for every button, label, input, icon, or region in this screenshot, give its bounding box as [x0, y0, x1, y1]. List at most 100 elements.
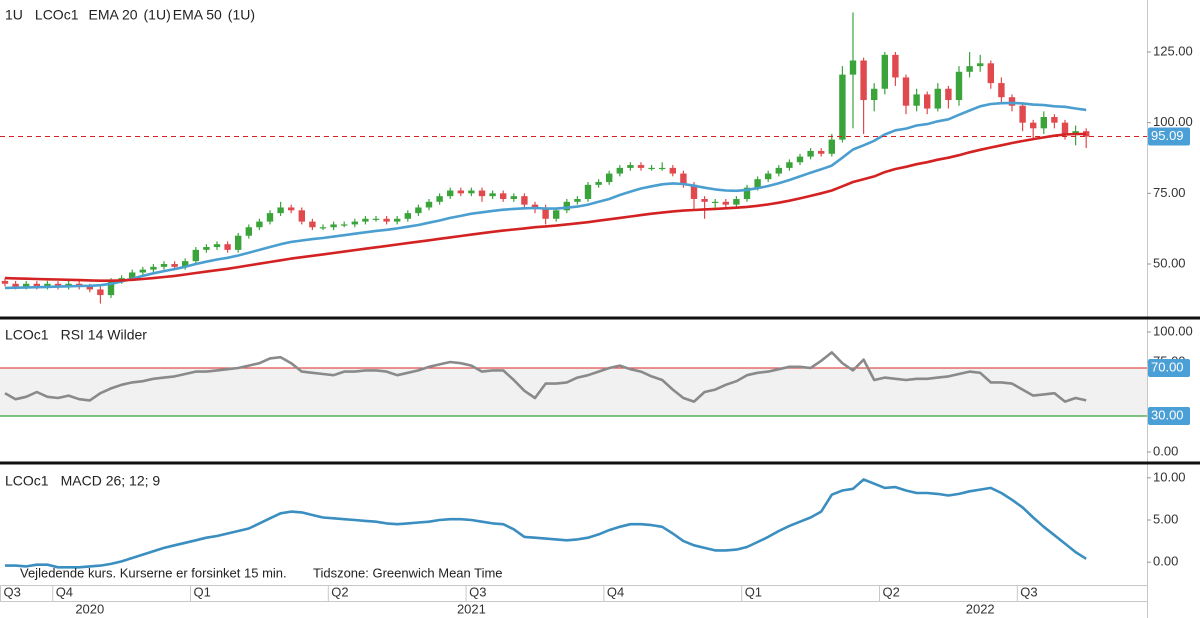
- candle-body: [330, 224, 337, 228]
- axis-background: [1147, 0, 1200, 585]
- candle-body: [1061, 122, 1069, 134]
- candle-body: [574, 198, 581, 202]
- panel-label: EMA 50: [173, 7, 222, 23]
- candle-body: [542, 207, 549, 219]
- x-tick-label: Q1: [745, 584, 762, 599]
- y-tick-label: 75.00: [1153, 185, 1186, 200]
- candle-body: [998, 83, 1005, 98]
- candle-body: [341, 224, 348, 226]
- candle-body: [627, 165, 634, 168]
- candle-body: [701, 198, 708, 202]
- candle-body: [86, 286, 93, 290]
- candle-body: [1, 280, 9, 284]
- panel-label: EMA 20: [88, 7, 137, 23]
- candle-body: [987, 63, 994, 84]
- candle-body: [1008, 97, 1016, 106]
- series-line: [4, 351, 1087, 403]
- candle-body: [182, 261, 189, 267]
- candle-body: [786, 162, 793, 168]
- candle-body: [913, 94, 920, 106]
- level-label: 30.00: [1151, 407, 1184, 422]
- candle-body: [860, 60, 867, 101]
- last-price-tag: [1148, 127, 1190, 146]
- level-tag: [1148, 359, 1190, 378]
- candle-body: [637, 165, 645, 168]
- candle-body: [924, 94, 931, 109]
- candle-body: [447, 190, 454, 197]
- x-tick-label: Q3: [1020, 584, 1037, 599]
- candle-body: [457, 190, 464, 194]
- candle-body: [659, 167, 666, 170]
- level-label: 70.00: [1151, 359, 1184, 374]
- candle-body: [722, 201, 729, 205]
- footnote: Vejledende kurs. Kurserne er forsinket 1…: [20, 565, 287, 580]
- candle-body: [712, 201, 719, 204]
- last-price-label: 95.09: [1151, 128, 1184, 143]
- candle-body: [192, 249, 199, 262]
- candle-body: [97, 289, 104, 296]
- x-tick-label: Q3: [469, 584, 486, 599]
- candle-body: [531, 204, 539, 208]
- level-tag: [1148, 407, 1190, 426]
- candle-body: [1072, 131, 1079, 134]
- panel-label: MACD 26; 12; 9: [61, 473, 161, 489]
- candle-body: [478, 190, 486, 197]
- candle-body: [828, 139, 835, 154]
- candle-body: [500, 193, 507, 199]
- candle-body: [245, 227, 252, 236]
- candle-body: [1040, 117, 1047, 129]
- candle-body: [256, 221, 263, 228]
- candle-body: [33, 283, 40, 287]
- x-tick-label: Q3: [4, 584, 21, 599]
- candle-body: [680, 173, 687, 185]
- candle-body: [606, 173, 613, 183]
- candle-body: [309, 221, 316, 228]
- candle-body: [203, 247, 210, 250]
- series-line: [4, 132, 1087, 282]
- candle-body: [54, 283, 62, 287]
- candle-body: [818, 150, 825, 154]
- panel-label: RSI 14 Wilder: [61, 327, 148, 343]
- candle-body: [266, 213, 274, 222]
- panel-label: (1U): [144, 7, 171, 23]
- candle-body: [319, 227, 327, 229]
- candle-body: [383, 218, 390, 222]
- year-label: 2021: [457, 601, 486, 616]
- candle-body: [213, 244, 221, 248]
- candle-body: [871, 88, 878, 101]
- candle-body: [553, 210, 560, 219]
- candle-body: [171, 263, 178, 267]
- candle-body: [765, 173, 772, 180]
- candle-body: [902, 77, 910, 106]
- footnote: Tidszone: Greenwich Mean Time: [313, 565, 503, 580]
- panel-label: LCOc1: [35, 7, 79, 23]
- series-line: [5, 478, 1087, 569]
- candle-body: [945, 88, 952, 101]
- panel-separator: [0, 316, 1200, 320]
- candle-body: [584, 184, 592, 199]
- candle-body: [351, 221, 358, 225]
- candle-body: [277, 207, 284, 214]
- candle-body: [977, 63, 984, 67]
- panel-label: LCOc1: [5, 473, 49, 489]
- candle-body: [510, 196, 517, 199]
- candle-body: [690, 184, 698, 199]
- candle-body: [436, 196, 443, 202]
- panel-label: (1U): [228, 7, 255, 23]
- candle-body: [107, 280, 115, 296]
- candle-body: [1019, 105, 1026, 123]
- candle-body: [775, 167, 782, 174]
- candle-body: [669, 167, 676, 174]
- candle-body: [839, 74, 846, 140]
- grid-layer: [0, 367, 1147, 417]
- y-tick-label: 0.00: [1153, 443, 1178, 458]
- candle-body: [521, 196, 528, 205]
- candle-body: [139, 269, 146, 273]
- candle-body: [23, 283, 30, 287]
- y-tick-label: 10.00: [1153, 469, 1186, 484]
- year-label: 2022: [966, 601, 995, 616]
- candle-body: [235, 235, 242, 250]
- series-line: [4, 101, 1087, 290]
